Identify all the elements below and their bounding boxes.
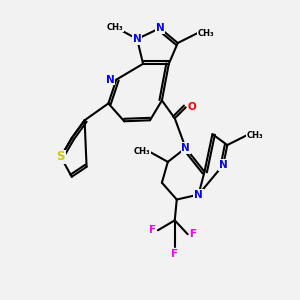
Text: CH₃: CH₃	[247, 130, 264, 140]
Text: CH₃: CH₃	[198, 28, 214, 38]
Text: N: N	[155, 23, 164, 33]
Text: F: F	[190, 229, 197, 239]
Text: N: N	[194, 190, 203, 200]
Text: F: F	[149, 225, 156, 235]
Text: N: N	[219, 160, 228, 170]
Text: F: F	[171, 249, 178, 259]
Text: CH₃: CH₃	[107, 22, 124, 32]
Text: N: N	[133, 34, 142, 44]
Text: N: N	[106, 75, 114, 85]
Text: N: N	[181, 143, 190, 153]
Text: CH₃: CH₃	[134, 148, 150, 157]
Text: O: O	[188, 102, 196, 112]
Text: S: S	[57, 150, 65, 164]
